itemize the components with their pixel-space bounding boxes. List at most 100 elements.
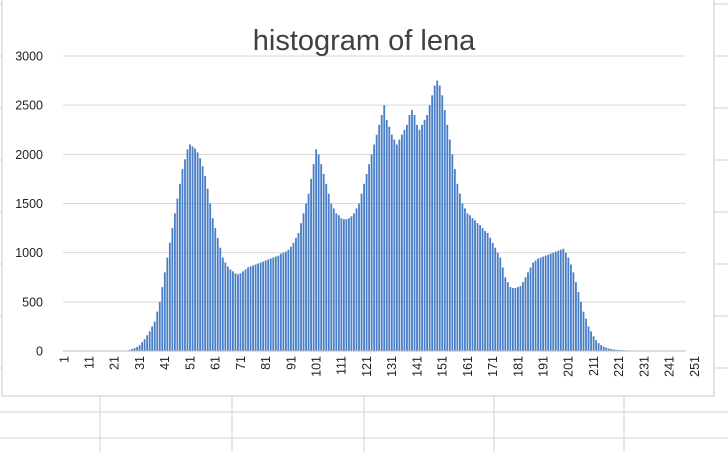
- histogram-bar: [163, 272, 166, 351]
- histogram-bar: [259, 262, 262, 351]
- histogram-bar: [406, 124, 408, 351]
- x-tick-label: 161: [461, 356, 475, 377]
- histogram-bar: [194, 148, 196, 351]
- histogram-bar: [580, 301, 582, 351]
- x-tick-label: 31: [133, 356, 147, 370]
- histogram-bar: [151, 326, 154, 351]
- histogram-bar: [302, 213, 305, 351]
- histogram-bar: [426, 115, 429, 351]
- histogram-bar: [237, 274, 239, 351]
- histogram-bar: [209, 203, 212, 351]
- histogram-bar: [224, 262, 227, 351]
- histogram-bar: [527, 272, 529, 351]
- x-tick-label: 131: [385, 356, 399, 377]
- x-axis-tick-labels: 1 11 21 31 41 51 61 71 81 91 101 111 121 131 141 151 161…: [57, 356, 702, 377]
- histogram-bar: [464, 208, 466, 351]
- histogram-bar: [569, 264, 572, 351]
- histogram-bar: [171, 228, 174, 351]
- histogram-bar: [358, 203, 360, 351]
- y-tick-label: 500: [22, 295, 43, 309]
- histogram-bar: [428, 105, 431, 351]
- histogram-bar: [353, 213, 355, 351]
- histogram-bar: [370, 154, 373, 351]
- histogram-bar: [327, 193, 330, 351]
- histogram-bar: [269, 258, 272, 351]
- histogram-bar: [557, 250, 560, 351]
- histogram-bar: [332, 208, 335, 351]
- histogram-bar: [355, 208, 358, 351]
- histogram-bar: [562, 248, 565, 351]
- histogram-bar: [496, 252, 499, 351]
- histogram-bar: [146, 335, 149, 351]
- chart-title: histogram of lena: [253, 25, 476, 57]
- histogram-bar: [345, 219, 348, 351]
- x-tick-label: 81: [259, 356, 273, 370]
- histogram-bar: [486, 233, 489, 351]
- histogram-bar: [587, 326, 590, 351]
- histogram-bar: [368, 164, 371, 351]
- histogram-bar: [322, 174, 325, 351]
- histogram-bar: [413, 115, 416, 351]
- x-tick-label: 201: [562, 356, 576, 377]
- histogram-bar: [421, 124, 423, 351]
- histogram-bar: [320, 164, 323, 351]
- histogram-bar: [267, 259, 270, 351]
- histogram-bar: [461, 203, 464, 351]
- histogram-bar: [474, 220, 476, 351]
- histogram-bar: [519, 286, 522, 351]
- x-tick-label: 231: [637, 356, 651, 377]
- histogram-bar: [199, 158, 202, 351]
- histogram-bar: [340, 218, 343, 351]
- histogram-bar: [204, 175, 207, 351]
- x-tick-label: 1: [57, 356, 71, 363]
- chart-area: [1, 0, 715, 397]
- histogram-bar: [577, 292, 580, 351]
- histogram-bar: [189, 144, 191, 351]
- histogram-bar: [136, 347, 138, 351]
- histogram-bar: [504, 277, 507, 351]
- histogram-bar: [411, 110, 413, 351]
- y-tick-label: 1500: [15, 197, 43, 211]
- histogram-bar: [234, 273, 237, 351]
- histogram-bar: [393, 139, 396, 351]
- histogram-bar: [161, 287, 164, 351]
- x-tick-label: 181: [511, 356, 525, 377]
- histogram-bar: [544, 255, 547, 351]
- histogram-bar: [446, 124, 449, 351]
- x-tick-label: 191: [536, 356, 550, 377]
- histogram-bar: [441, 95, 444, 351]
- histogram-bar: [179, 183, 181, 351]
- histogram-bar: [184, 159, 186, 351]
- histogram-bar: [481, 228, 484, 351]
- x-tick-label: 211: [587, 356, 601, 376]
- x-tick-label: 241: [663, 356, 677, 377]
- histogram-bars: [126, 80, 645, 351]
- histogram-bar: [330, 203, 333, 351]
- x-tick-label: 11: [82, 356, 96, 369]
- histogram-bar: [274, 256, 277, 351]
- histogram-bar: [325, 183, 328, 351]
- y-axis-tick-labels: 0 500 1000 1500 2000 2500 3000: [15, 50, 43, 359]
- histogram-bar: [272, 257, 275, 351]
- x-tick-label: 61: [209, 356, 223, 370]
- histogram-bar: [383, 105, 386, 351]
- histogram-bar: [433, 85, 436, 351]
- histogram-bar: [141, 342, 144, 351]
- histogram-bar: [590, 331, 592, 351]
- x-tick-label: 151: [436, 356, 450, 377]
- histogram-bar: [443, 110, 446, 351]
- histogram-bar: [378, 124, 381, 351]
- histogram-bar: [312, 164, 315, 351]
- histogram-bar: [547, 254, 550, 351]
- x-tick-label: 91: [284, 356, 298, 370]
- histogram-bar: [221, 257, 224, 351]
- histogram-bar: [211, 218, 214, 351]
- histogram-bar: [262, 261, 265, 351]
- histogram-bar: [607, 348, 610, 351]
- histogram-bar: [214, 228, 217, 351]
- histogram-bar: [290, 246, 292, 351]
- histogram-bar: [335, 213, 338, 351]
- histogram-bar: [279, 253, 282, 351]
- histogram-bar: [153, 321, 156, 351]
- histogram-bar: [585, 318, 587, 351]
